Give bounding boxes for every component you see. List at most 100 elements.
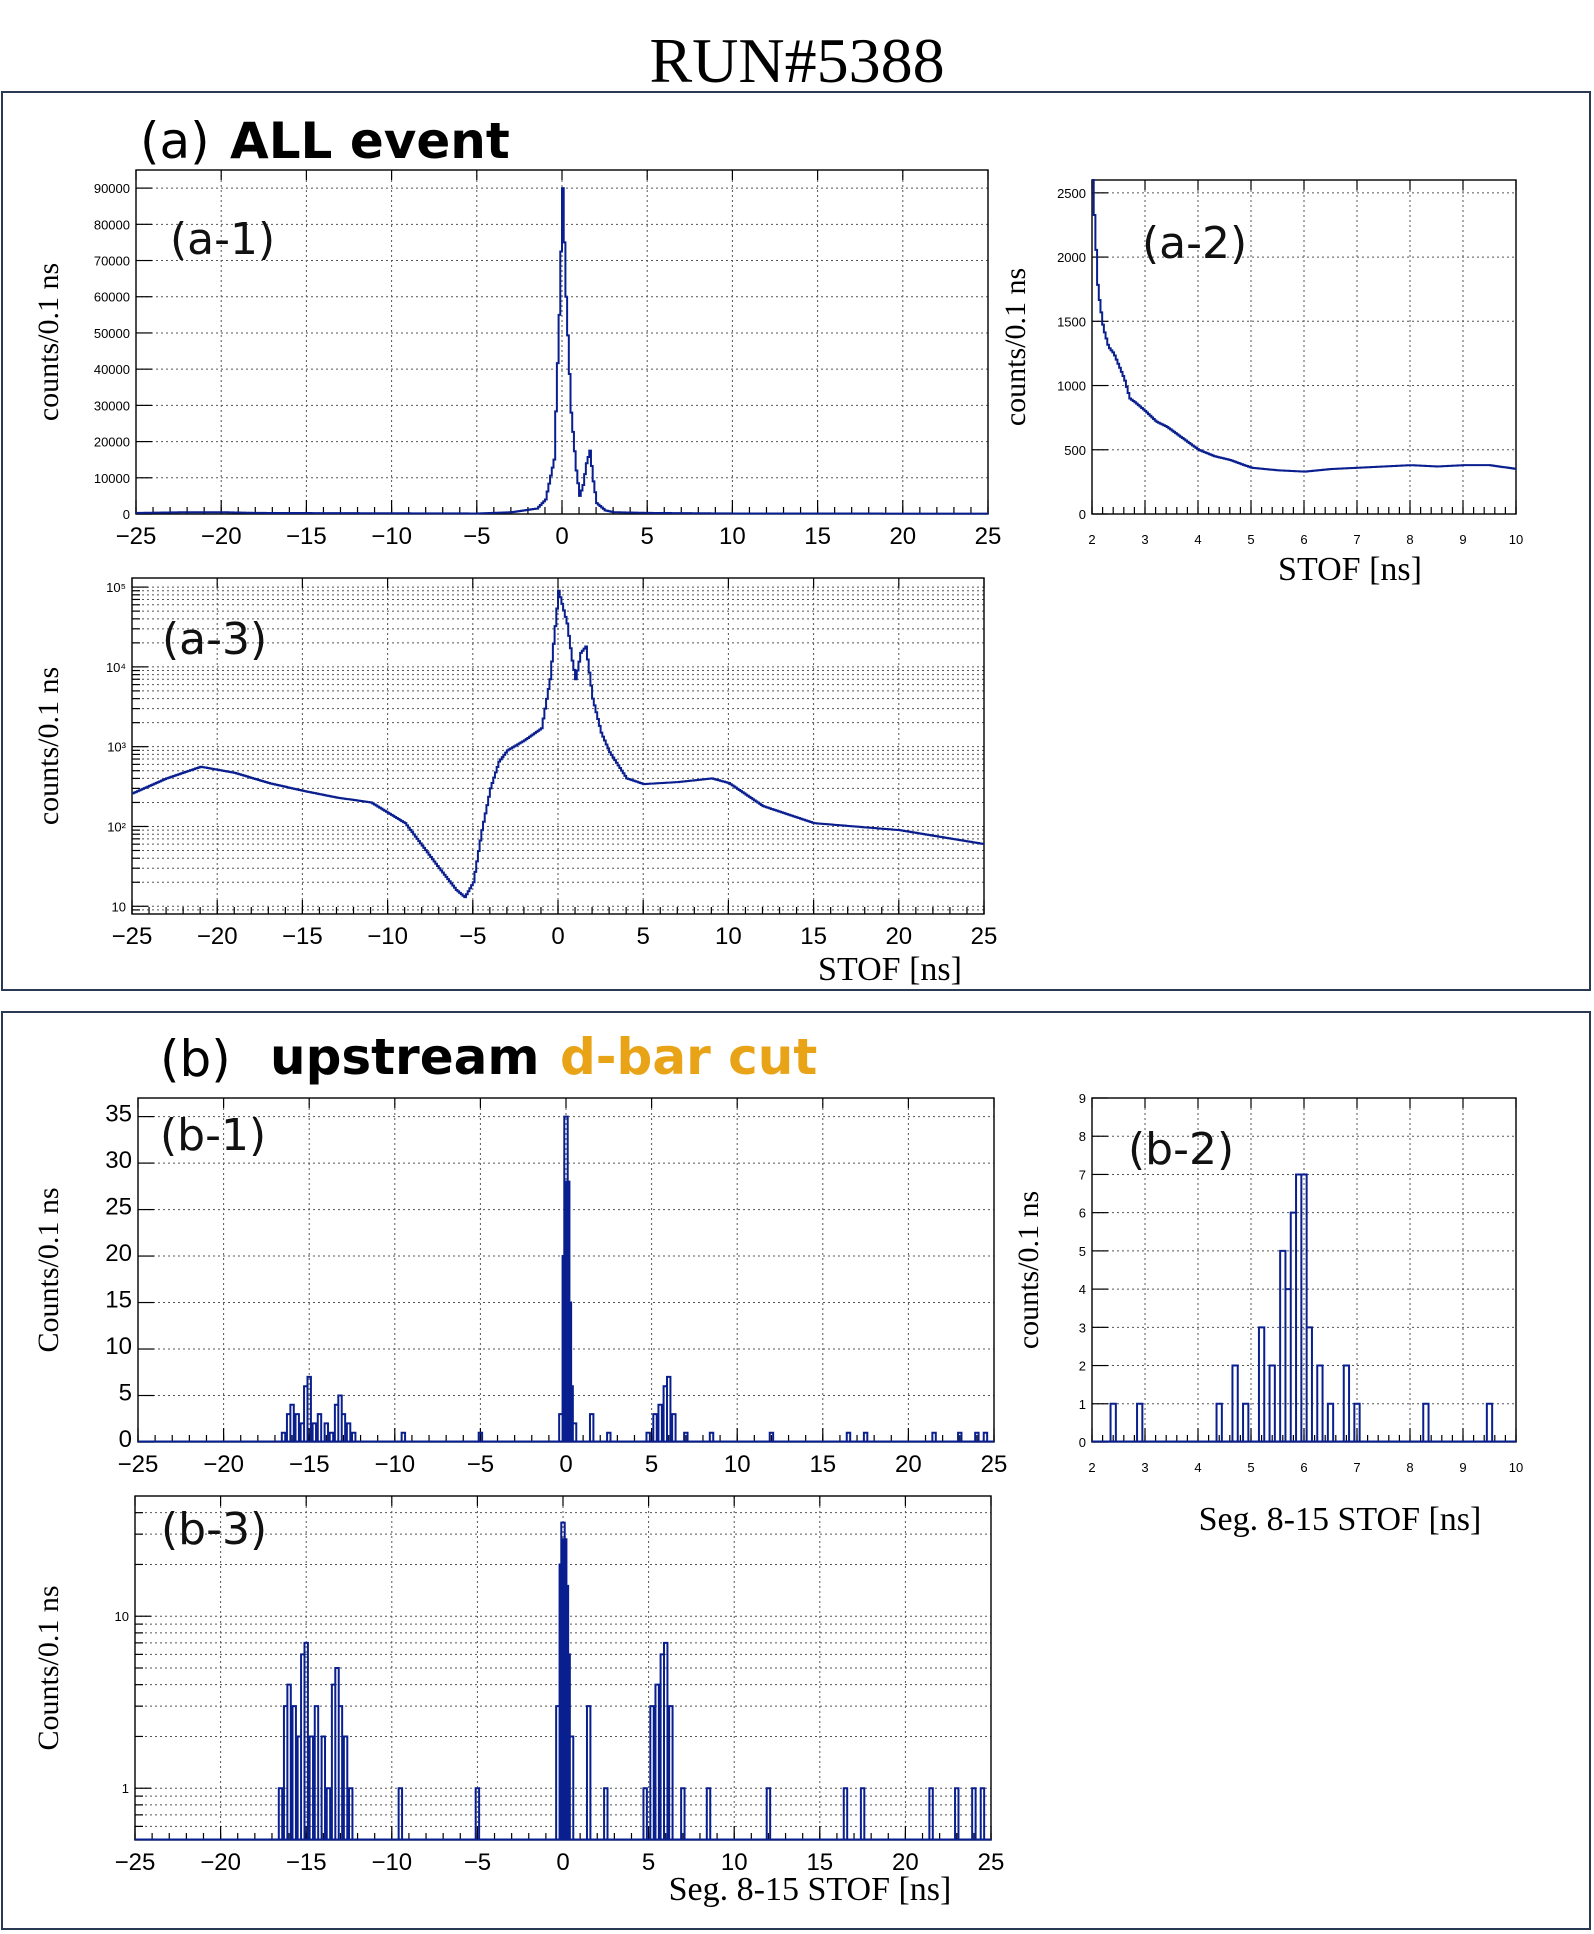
x-tick-label: 7 bbox=[1353, 532, 1360, 547]
x-tick-label: 9 bbox=[1459, 532, 1466, 547]
histogram-series bbox=[138, 1115, 994, 1443]
y-tick-label: 1 bbox=[122, 1781, 129, 1796]
y-tick-label: 10⁴ bbox=[106, 660, 126, 675]
x-tick-label: 7 bbox=[1353, 1460, 1360, 1475]
y-tick-label: 500 bbox=[1064, 443, 1086, 458]
histogram-series bbox=[135, 1521, 991, 1841]
y-tick-label: 20000 bbox=[94, 435, 130, 450]
x-tick-label: −20 bbox=[200, 1849, 241, 1876]
x-tick-label: −25 bbox=[112, 923, 153, 950]
y-tick-label: 2500 bbox=[1057, 186, 1086, 201]
y-tick-label: 10 bbox=[112, 899, 126, 914]
x-tick-label: −15 bbox=[289, 1451, 330, 1478]
x-tick-label: −10 bbox=[367, 923, 408, 950]
y-axis-label: Counts/0.1 ns bbox=[32, 1585, 65, 1750]
x-tick-label: 20 bbox=[885, 923, 912, 950]
y-tick-label: 25 bbox=[105, 1194, 132, 1221]
x-tick-label: −25 bbox=[115, 1849, 156, 1876]
x-tick-label: 3 bbox=[1141, 1460, 1148, 1475]
x-axis-label: Seg. 8-15 STOF [ns] bbox=[669, 1871, 952, 1908]
x-tick-label: 4 bbox=[1194, 1460, 1201, 1475]
y-axis-label: counts/0.1 ns bbox=[32, 667, 65, 825]
panel-label-a2: (a-2) bbox=[1142, 218, 1247, 269]
chart-a3: −25 −20 −15 −10 −5 0 5 10 15 20 25 10 10² 10³ 10⁴ 10⁵ (a… bbox=[32, 577, 997, 988]
chart-b1: −25 −20 −15 −10 −5 0 5 10 15 20 25 0 5 10 15 20 25 30 35 (b… bbox=[32, 1097, 1007, 1478]
y-tick-label: 5 bbox=[119, 1380, 132, 1407]
x-tick-label: 20 bbox=[892, 1849, 919, 1876]
x-tick-label: 15 bbox=[800, 923, 827, 950]
section-b-title-upstream: upstream bbox=[270, 1028, 539, 1086]
x-tick-label: 4 bbox=[1194, 532, 1201, 547]
panels: −25 −20 −15 −10 −5 0 5 10 15 20 250100002000030000… bbox=[32, 169, 1523, 1908]
x-tick-label: 8 bbox=[1406, 1460, 1413, 1475]
x-tick-label: 5 bbox=[642, 1849, 655, 1876]
x-tick-label: −20 bbox=[197, 923, 238, 950]
x-tick-label: −15 bbox=[282, 923, 323, 950]
y-tick-label: 40000 bbox=[94, 362, 130, 377]
chart-a1: −25 −20 −15 −10 −5 0 5 10 15 20 25 0 10000 20000 30000… bbox=[32, 169, 1002, 550]
y-tick-label: 0 bbox=[1079, 1435, 1086, 1450]
x-tick-label: 0 bbox=[555, 523, 568, 550]
x-tick-label: −25 bbox=[118, 1451, 159, 1478]
x-tick-label: −5 bbox=[463, 523, 490, 550]
chart-a2: 2 3 4 5 6 7 8 9 10 0 500 1000 1500 2000 2500 (a-2) count… bbox=[999, 179, 1523, 588]
histogram-series bbox=[1092, 179, 1516, 473]
x-tick-label: 5 bbox=[637, 923, 650, 950]
y-tick-label: 2000 bbox=[1057, 250, 1086, 265]
x-tick-label: −15 bbox=[286, 1849, 327, 1876]
y-tick-label: 8 bbox=[1079, 1129, 1086, 1144]
x-tick-label: 15 bbox=[804, 523, 831, 550]
y-tick-label: 10⁵ bbox=[106, 580, 126, 595]
histogram-series bbox=[132, 589, 984, 899]
x-tick-label: 2 bbox=[1088, 532, 1095, 547]
y-tick-label: 10 bbox=[105, 1333, 132, 1360]
x-axis-label: STOF [ns] bbox=[818, 951, 962, 988]
y-tick-label: 30000 bbox=[94, 398, 130, 413]
x-tick-label: 20 bbox=[895, 1451, 922, 1478]
x-tick-label: −20 bbox=[203, 1451, 244, 1478]
x-tick-label: 25 bbox=[975, 523, 1002, 550]
y-tick-label: 10³ bbox=[107, 740, 126, 755]
x-tick-label: −5 bbox=[459, 923, 486, 950]
x-tick-label: 5 bbox=[1247, 1460, 1254, 1475]
y-tick-label: 9 bbox=[1079, 1091, 1086, 1106]
x-tick-label: 8 bbox=[1406, 532, 1413, 547]
x-tick-label: 5 bbox=[645, 1451, 658, 1478]
chart-b3: −25 −20 −15 −10 −5 0 5 10 15 20 25 1 10 (b-3) Counts/0… bbox=[32, 1495, 1004, 1908]
x-tick-label: −10 bbox=[371, 523, 412, 550]
y-tick-label: 50000 bbox=[94, 326, 130, 341]
y-tick-label: 6 bbox=[1079, 1206, 1086, 1221]
panel-label-b3: (b-3) bbox=[161, 1504, 267, 1555]
y-tick-label: 35 bbox=[105, 1101, 132, 1128]
x-tick-label: 0 bbox=[556, 1849, 569, 1876]
y-tick-label: 60000 bbox=[94, 290, 130, 305]
x-axis-label: Seg. 8-15 STOF [ns] bbox=[1199, 1501, 1482, 1538]
y-axis-label: Counts/0.1 ns bbox=[32, 1187, 65, 1352]
section-b-title-dbar-cut: d-bar cut bbox=[560, 1028, 817, 1086]
y-tick-label: 10 bbox=[115, 1609, 129, 1624]
x-tick-label: −20 bbox=[201, 523, 242, 550]
x-tick-label: 15 bbox=[809, 1451, 836, 1478]
figure-title: RUN#5388 bbox=[649, 25, 944, 96]
x-tick-label: 20 bbox=[889, 523, 916, 550]
x-tick-label: −10 bbox=[371, 1849, 412, 1876]
x-tick-label: −5 bbox=[464, 1849, 491, 1876]
x-tick-label: −10 bbox=[374, 1451, 415, 1478]
x-tick-label: 9 bbox=[1459, 1460, 1466, 1475]
y-tick-label: 90000 bbox=[94, 181, 130, 196]
y-tick-label: 7 bbox=[1079, 1167, 1086, 1182]
section-b-label: (b) bbox=[160, 1030, 231, 1088]
y-tick-label: 10² bbox=[107, 819, 126, 834]
panel-label-b2: (b-2) bbox=[1128, 1124, 1234, 1175]
x-tick-label: −5 bbox=[467, 1451, 494, 1478]
y-tick-label: 4 bbox=[1079, 1282, 1086, 1297]
x-tick-label: 2 bbox=[1088, 1460, 1095, 1475]
y-axis-label: counts/0.1 ns bbox=[999, 268, 1032, 426]
x-tick-label: 3 bbox=[1141, 532, 1148, 547]
section-b-frame bbox=[1, 1011, 1591, 1930]
x-tick-label: 10 bbox=[715, 923, 742, 950]
x-tick-label: 5 bbox=[641, 523, 654, 550]
x-tick-label: −25 bbox=[116, 523, 157, 550]
y-tick-label: 10000 bbox=[94, 471, 130, 486]
y-tick-label: 0 bbox=[123, 507, 130, 522]
